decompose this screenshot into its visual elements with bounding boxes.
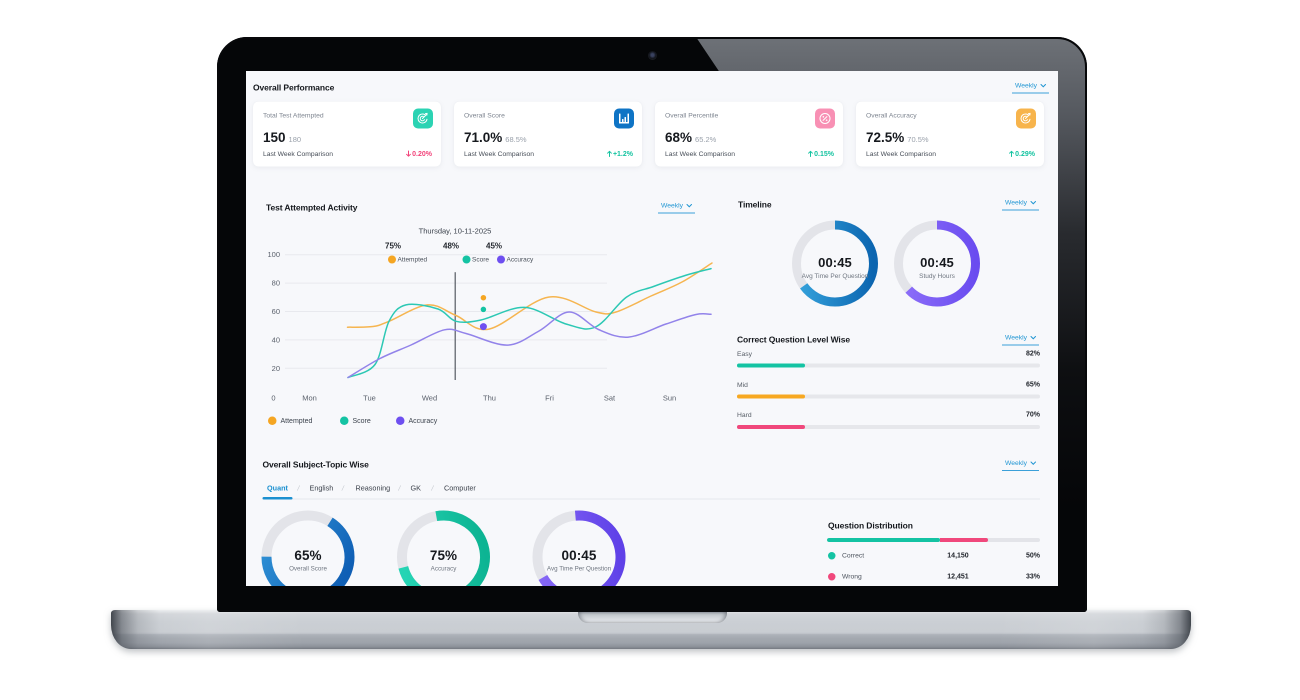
svg-text:80: 80 xyxy=(272,279,280,288)
svg-text:Mon: Mon xyxy=(302,394,317,403)
svg-text:Tue: Tue xyxy=(363,394,376,403)
svg-text:60: 60 xyxy=(272,307,280,316)
svg-text:20: 20 xyxy=(272,364,280,373)
svg-text:Sun: Sun xyxy=(663,394,676,403)
svg-text:Thu: Thu xyxy=(483,394,496,403)
svg-text:Fri: Fri xyxy=(545,394,554,403)
svg-text:100: 100 xyxy=(267,250,280,259)
svg-text:Sat: Sat xyxy=(604,394,616,403)
svg-text:40: 40 xyxy=(272,335,280,344)
svg-text:Wed: Wed xyxy=(422,394,437,403)
svg-text:0: 0 xyxy=(271,394,275,403)
